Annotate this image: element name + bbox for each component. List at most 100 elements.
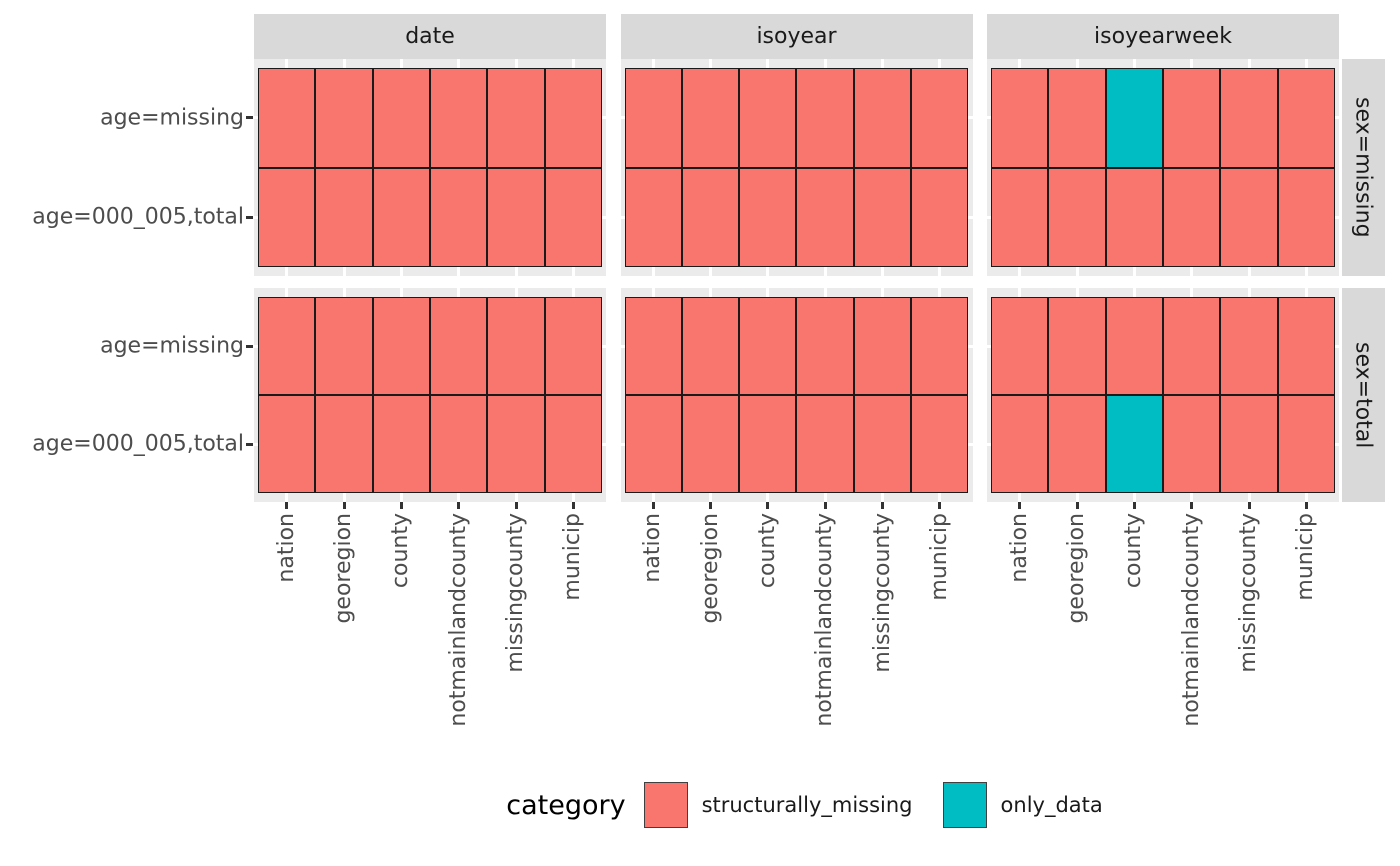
x-axis-label: county (1121, 513, 1147, 589)
heatmap-tile-structurally_missing (911, 68, 969, 168)
heatmap-tile-structurally_missing (853, 395, 912, 493)
heatmap-tile-structurally_missing (544, 297, 602, 395)
x-axis-tick (514, 502, 518, 509)
facet-col-strip-isoyearweek: isoyearweek (987, 14, 1339, 59)
x-axis-label: county (754, 513, 780, 589)
heatmap-tile-structurally_missing (315, 297, 373, 395)
facet-panel-isoyearweek-1 (987, 288, 1339, 502)
heatmap-tile-structurally_missing (991, 68, 1049, 168)
facet-panel-isoyearweek-0 (987, 59, 1339, 276)
y-axis-label: age=missing (100, 333, 244, 359)
heatmap-tile-structurally_missing (796, 167, 854, 267)
facet-panel-date-0 (254, 59, 606, 276)
heatmap-tile-only_data (1105, 395, 1163, 493)
x-axis-label: notmainlandcounty (1178, 513, 1204, 727)
x-axis-label: missingcounty (1236, 513, 1261, 673)
heatmap-tile-structurally_missing (1220, 167, 1278, 267)
heatmap-tile-structurally_missing (991, 297, 1049, 395)
heatmap-tile-structurally_missing (1277, 297, 1335, 395)
x-axis-tick (881, 502, 884, 509)
heatmap-tile-structurally_missing (911, 395, 969, 493)
legend-label: structurally_missing (701, 793, 913, 817)
heatmap-tile-structurally_missing (372, 68, 430, 168)
heatmap-tile-structurally_missing (1105, 297, 1163, 395)
legend: category structurally_missing only_data (254, 776, 1385, 834)
x-axis-tick (457, 502, 461, 509)
heatmap-tile-structurally_missing (429, 68, 488, 168)
x-axis-label: nation (1006, 513, 1032, 583)
x-axis-tick (651, 502, 655, 509)
x-axis-tick (342, 502, 346, 509)
heatmap-tile-structurally_missing (624, 167, 682, 267)
x-axis-label: georegion (1064, 513, 1089, 624)
x-axis-tick (285, 502, 289, 509)
heatmap-tile-structurally_missing (991, 395, 1049, 493)
heatmap-tile-structurally_missing (739, 395, 797, 493)
heatmap-tile-structurally_missing (372, 167, 430, 267)
y-axis-tick (246, 344, 253, 348)
x-axis-label: municip (926, 513, 952, 601)
x-axis-tick (1075, 502, 1079, 509)
heatmap-tile-structurally_missing (739, 297, 797, 395)
heatmap-tile-structurally_missing (487, 395, 545, 493)
heatmap-tile-structurally_missing (1277, 167, 1335, 267)
x-axis-tick (766, 502, 770, 509)
heatmap-tile-structurally_missing (1048, 297, 1106, 395)
heatmap-tile-structurally_missing (258, 297, 316, 395)
heatmap-tile-structurally_missing (315, 167, 373, 267)
heatmap-tile-structurally_missing (544, 68, 602, 168)
heatmap-tile-structurally_missing (1220, 68, 1278, 168)
heatmap-tile-structurally_missing (681, 68, 740, 168)
x-axis-tick (709, 502, 712, 509)
tile-grid (624, 68, 969, 267)
heatmap-tile-structurally_missing (624, 395, 682, 493)
y-axis-label: age=000_005,total (32, 204, 244, 230)
facet-col-strip-isoyear: isoyear (620, 14, 973, 59)
heatmap-tile-structurally_missing (739, 68, 797, 168)
y-axis-label: age=000_005,total (32, 431, 244, 457)
heatmap-tile-structurally_missing (1162, 395, 1221, 493)
x-axis-label: notmainlandcounty (812, 513, 838, 727)
heatmap-tile-structurally_missing (487, 68, 545, 168)
y-axis-tick (246, 215, 253, 219)
facet-panel-isoyear-1 (620, 288, 973, 502)
x-axis-label: missingcounty (869, 513, 895, 673)
heatmap-tile-structurally_missing (258, 68, 316, 168)
heatmap-tile-structurally_missing (681, 395, 740, 493)
heatmap-tile-structurally_missing (681, 297, 740, 395)
tile-grid (624, 297, 969, 493)
heatmap-tile-structurally_missing (1162, 167, 1221, 267)
heatmap-tile-structurally_missing (911, 297, 969, 395)
y-axis-label: age=missing (100, 105, 244, 131)
heatmap-tile-structurally_missing (487, 297, 545, 395)
heatmap-tile-structurally_missing (315, 395, 373, 493)
heatmap-tile-only_data (1105, 68, 1163, 168)
x-axis-tick (1018, 502, 1022, 509)
heatmap-tile-structurally_missing (853, 68, 912, 168)
heatmap-tile-structurally_missing (1048, 167, 1106, 267)
facet-col-strip-date: date (254, 14, 606, 59)
heatmap-tile-structurally_missing (991, 167, 1049, 267)
heatmap-tile-structurally_missing (853, 167, 912, 267)
heatmap-tile-structurally_missing (487, 167, 545, 267)
heatmap-tile-structurally_missing (258, 395, 316, 493)
heatmap-tile-structurally_missing (1277, 395, 1335, 493)
heatmap-tile-structurally_missing (1048, 395, 1106, 493)
x-axis-label: nation (273, 513, 299, 583)
x-axis-label: missingcounty (503, 513, 528, 673)
heatmap-tile-structurally_missing (796, 395, 854, 493)
heatmap-tile-structurally_missing (624, 297, 682, 395)
x-axis-label: municip (1293, 513, 1319, 601)
x-axis-label: notmainlandcounty (445, 513, 471, 727)
x-axis-tick (1132, 502, 1136, 509)
heatmap-tile-structurally_missing (1162, 297, 1221, 395)
x-axis-label: municip (560, 513, 586, 601)
x-axis-label: nation (640, 513, 666, 583)
heatmap-tile-structurally_missing (853, 297, 912, 395)
heatmap-tile-structurally_missing (1048, 68, 1106, 168)
heatmap-tile-structurally_missing (1105, 167, 1163, 267)
x-axis-tick (399, 502, 403, 509)
tile-grid (991, 68, 1335, 267)
heatmap-tile-structurally_missing (429, 167, 488, 267)
x-axis-label: georegion (331, 513, 356, 624)
